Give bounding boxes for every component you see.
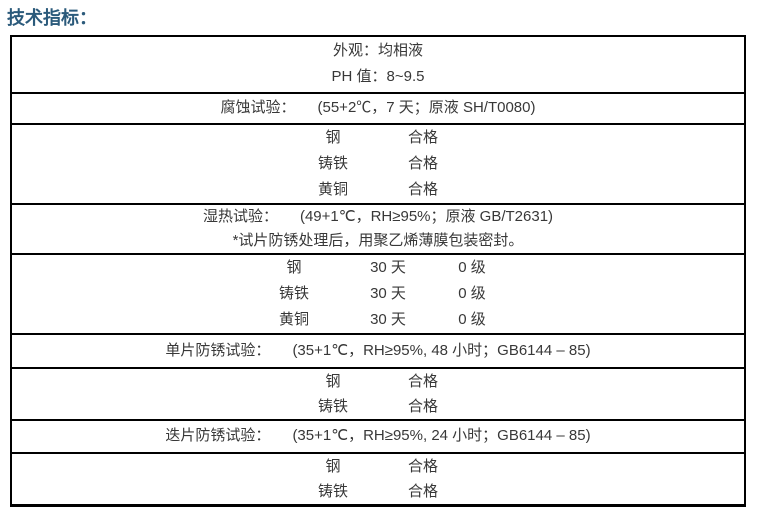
page-title: 技术指标： [7, 8, 97, 28]
result-cell: 合格 [407, 373, 438, 390]
test-condition: (35+1℃，RH≥95%, 24 小时；GB6144 – 85) [292, 427, 591, 444]
table-row: 黄铜 30 天 0 级 [12, 307, 744, 333]
test-condition: (49+1℃，RH≥95%；原液 GB/T2631) [299, 208, 554, 225]
metal-cell: 钢 [325, 373, 341, 390]
result-cell: 合格 [407, 458, 438, 475]
row-damp-heat-test: 湿热试验： (49+1℃，RH≥95%；原液 GB/T2631) [12, 205, 744, 229]
section-single-piece-test: 单片防锈试验： (35+1℃，RH≥95%, 48 小时；GB6144 – 85) [12, 333, 744, 367]
metal-cell: 铸铁 [317, 155, 348, 172]
duration-cell: 30 天 [370, 259, 406, 276]
table-row: 钢 合格 [12, 125, 744, 151]
duration-cell: 30 天 [370, 285, 406, 302]
table-row: 钢 30 天 0 级 [12, 255, 744, 281]
test-condition: (55+2℃，7 天；原液 SH/T0080) [317, 99, 536, 116]
table-row: 钢 合格 [12, 454, 744, 479]
duration-cell: 30 天 [370, 311, 406, 328]
metal-cell: 铸铁 [317, 398, 348, 415]
test-condition: (35+1℃，RH≥95%, 48 小时；GB6144 – 85) [292, 342, 591, 359]
metal-cell: 黄铜 [317, 181, 348, 198]
metal-cell: 钢 [286, 259, 302, 276]
section-damp-heat-test: 湿热试验： (49+1℃，RH≥95%；原液 GB/T2631) *试片防锈处理后… [12, 203, 744, 253]
row-single-piece-test: 单片防锈试验： (35+1℃，RH≥95%, 48 小时；GB6144 – 85) [12, 338, 744, 364]
row-ph-value: PH 值：8~9.5 [331, 68, 425, 85]
table-row: 铸铁 30 天 0 级 [12, 281, 744, 307]
test-name-label: 湿热试验： [202, 208, 278, 225]
spec-table: 外观：均相液 PH 值：8~9.5 腐蚀试验： (55+2℃，7 天；原液 SH/… [10, 35, 746, 507]
row-corrosion-test: 腐蚀试验： (55+2℃，7 天；原液 SH/T0080) [12, 95, 744, 121]
metal-cell: 铸铁 [278, 285, 309, 302]
result-cell: 合格 [407, 155, 438, 172]
metal-cell: 钢 [325, 129, 341, 146]
section-stacked-piece-results: 钢 合格 铸铁 合格 [12, 452, 744, 504]
metal-cell: 铸铁 [317, 483, 348, 500]
grade-cell: 0 级 [458, 285, 486, 302]
table-row: 铸铁 合格 [12, 151, 744, 177]
result-cell: 合格 [407, 181, 438, 198]
row-stacked-piece-test: 迭片防锈试验： (35+1℃，RH≥95%, 24 小时；GB6144 – 85) [12, 423, 744, 449]
section-corrosion-results: 钢 合格 铸铁 合格 黄铜 合格 [12, 123, 744, 203]
footnote-row: *试片防锈处理后，用聚乙烯薄膜包装密封。 [232, 232, 524, 249]
section-single-piece-results: 钢 合格 铸铁 合格 [12, 367, 744, 419]
test-name-label: 腐蚀试验： [220, 99, 296, 116]
table-row: 铸铁 合格 [12, 479, 744, 504]
result-cell: 合格 [407, 398, 438, 415]
table-row: 铸铁 合格 [12, 394, 744, 419]
result-cell: 合格 [407, 483, 438, 500]
section-damp-heat-results: 钢 30 天 0 级 铸铁 30 天 0 级 黄铜 30 天 0 级 [12, 253, 744, 333]
table-row: 黄铜 合格 [12, 177, 744, 203]
metal-cell: 黄铜 [278, 311, 309, 328]
metal-cell: 钢 [325, 458, 341, 475]
grade-cell: 0 级 [458, 311, 486, 328]
section-stacked-piece-test: 迭片防锈试验： (35+1℃，RH≥95%, 24 小时；GB6144 – 85) [12, 419, 744, 452]
row-appearance: 外观：均相液 [332, 42, 423, 59]
section-appearance-ph: 外观：均相液 PH 值：8~9.5 [12, 37, 744, 92]
grade-cell: 0 级 [458, 259, 486, 276]
result-cell: 合格 [407, 129, 438, 146]
table-row: 钢 合格 [12, 369, 744, 394]
test-name-label: 迭片防锈试验： [165, 427, 271, 444]
section-corrosion-test: 腐蚀试验： (55+2℃，7 天；原液 SH/T0080) [12, 92, 744, 123]
test-name-label: 单片防锈试验： [165, 342, 271, 359]
